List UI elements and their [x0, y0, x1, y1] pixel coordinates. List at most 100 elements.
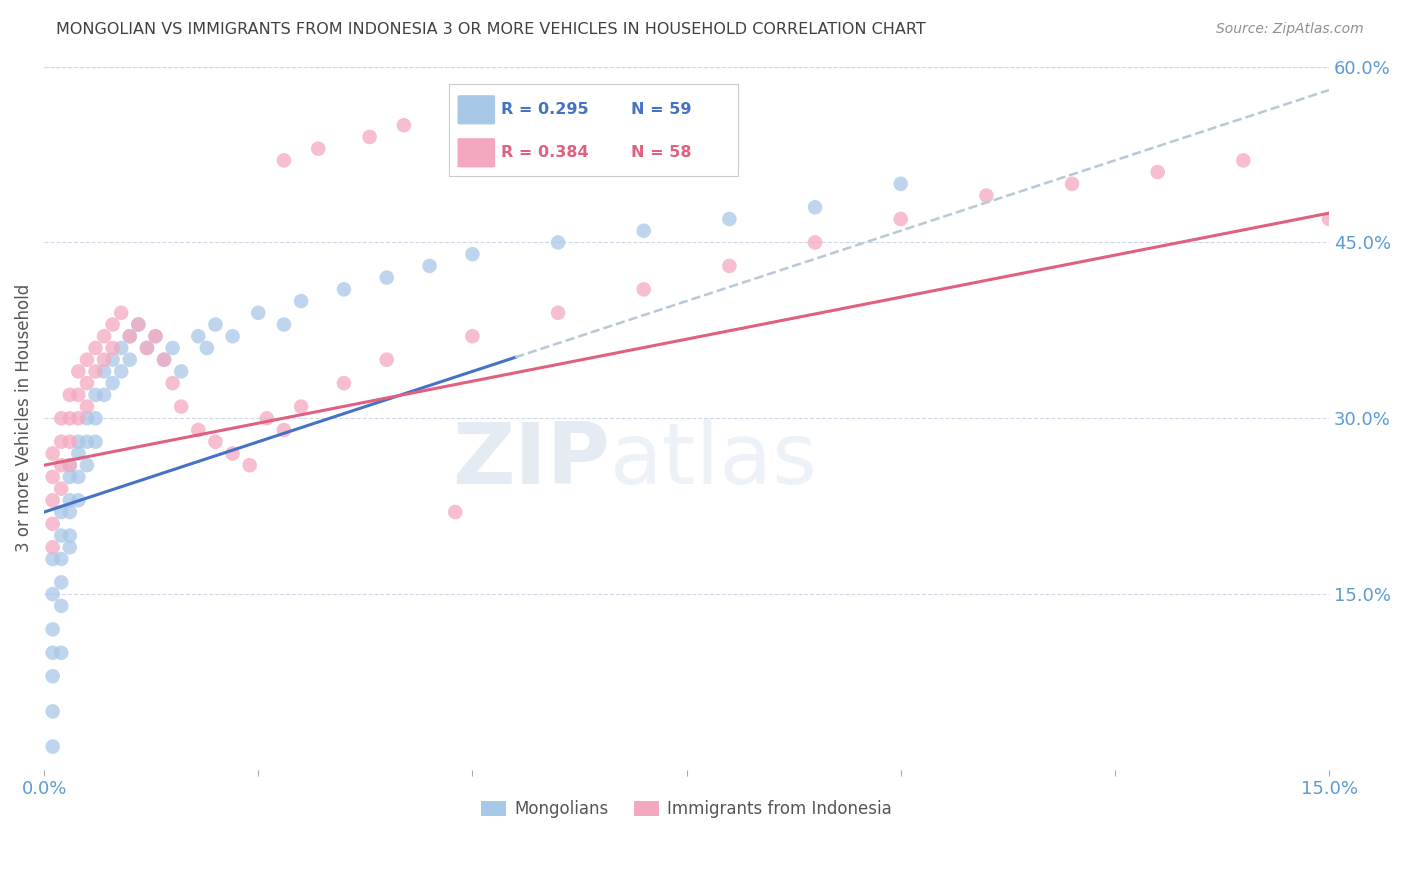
Point: [135, 341, 157, 355]
Point: [307, 142, 329, 156]
Point: [547, 235, 569, 250]
Point: [76, 411, 98, 425]
Point: [633, 282, 655, 296]
Point: [118, 352, 141, 367]
Point: [247, 306, 270, 320]
Point: [59, 528, 82, 542]
Point: [76, 376, 98, 391]
Point: [162, 341, 184, 355]
Point: [273, 318, 295, 332]
Point: [41, 516, 63, 531]
Point: [41, 470, 63, 484]
Point: [290, 400, 312, 414]
Point: [51, 552, 73, 566]
Point: [1232, 153, 1254, 168]
Point: [221, 329, 243, 343]
Point: [59, 458, 82, 473]
Point: [59, 541, 82, 555]
Point: [41, 541, 63, 555]
Point: [110, 364, 132, 378]
Point: [93, 329, 115, 343]
Point: [41, 623, 63, 637]
Point: [1060, 177, 1083, 191]
Point: [110, 306, 132, 320]
Point: [59, 388, 82, 402]
Point: [67, 364, 90, 378]
Point: [187, 329, 209, 343]
Point: [41, 446, 63, 460]
Point: [153, 352, 176, 367]
Point: [273, 153, 295, 168]
Point: [633, 224, 655, 238]
Point: [59, 434, 82, 449]
Text: atlas: atlas: [609, 419, 817, 502]
Point: [84, 388, 107, 402]
Point: [239, 458, 262, 473]
Y-axis label: 3 or more Vehicles in Household: 3 or more Vehicles in Household: [15, 285, 32, 552]
Point: [1317, 212, 1340, 227]
Point: [51, 458, 73, 473]
Point: [67, 411, 90, 425]
Point: [375, 352, 398, 367]
Point: [84, 364, 107, 378]
Point: [67, 434, 90, 449]
Point: [101, 376, 124, 391]
Text: MONGOLIAN VS IMMIGRANTS FROM INDONESIA 3 OR MORE VEHICLES IN HOUSEHOLD CORRELATI: MONGOLIAN VS IMMIGRANTS FROM INDONESIA 3…: [56, 22, 927, 37]
Point: [162, 376, 184, 391]
Point: [890, 177, 912, 191]
Point: [187, 423, 209, 437]
Point: [890, 212, 912, 227]
Point: [256, 411, 278, 425]
Point: [145, 329, 167, 343]
Point: [67, 446, 90, 460]
Point: [118, 329, 141, 343]
Point: [804, 235, 827, 250]
Point: [976, 188, 998, 202]
Point: [41, 552, 63, 566]
Point: [195, 341, 218, 355]
Point: [41, 705, 63, 719]
Point: [51, 575, 73, 590]
Point: [145, 329, 167, 343]
Point: [110, 341, 132, 355]
Point: [41, 646, 63, 660]
Point: [93, 388, 115, 402]
Point: [333, 282, 356, 296]
Point: [51, 646, 73, 660]
Point: [333, 376, 356, 391]
Point: [51, 528, 73, 542]
Text: ZIP: ZIP: [451, 419, 609, 502]
Point: [51, 434, 73, 449]
Point: [41, 739, 63, 754]
Point: [170, 400, 193, 414]
Point: [84, 341, 107, 355]
Point: [718, 259, 741, 273]
Point: [76, 434, 98, 449]
Point: [135, 341, 157, 355]
Text: Source: ZipAtlas.com: Source: ZipAtlas.com: [1216, 22, 1364, 37]
Point: [51, 599, 73, 613]
Point: [59, 458, 82, 473]
Point: [718, 212, 741, 227]
Point: [461, 329, 484, 343]
Point: [204, 434, 226, 449]
Point: [153, 352, 176, 367]
Point: [444, 505, 467, 519]
Point: [76, 400, 98, 414]
Point: [221, 446, 243, 460]
Point: [93, 352, 115, 367]
Point: [76, 458, 98, 473]
Point: [59, 505, 82, 519]
Point: [41, 493, 63, 508]
Point: [290, 294, 312, 309]
Point: [419, 259, 441, 273]
Point: [41, 587, 63, 601]
Point: [67, 388, 90, 402]
Point: [461, 247, 484, 261]
Point: [51, 505, 73, 519]
Point: [51, 482, 73, 496]
Point: [101, 341, 124, 355]
Point: [101, 352, 124, 367]
Point: [170, 364, 193, 378]
Point: [127, 318, 149, 332]
